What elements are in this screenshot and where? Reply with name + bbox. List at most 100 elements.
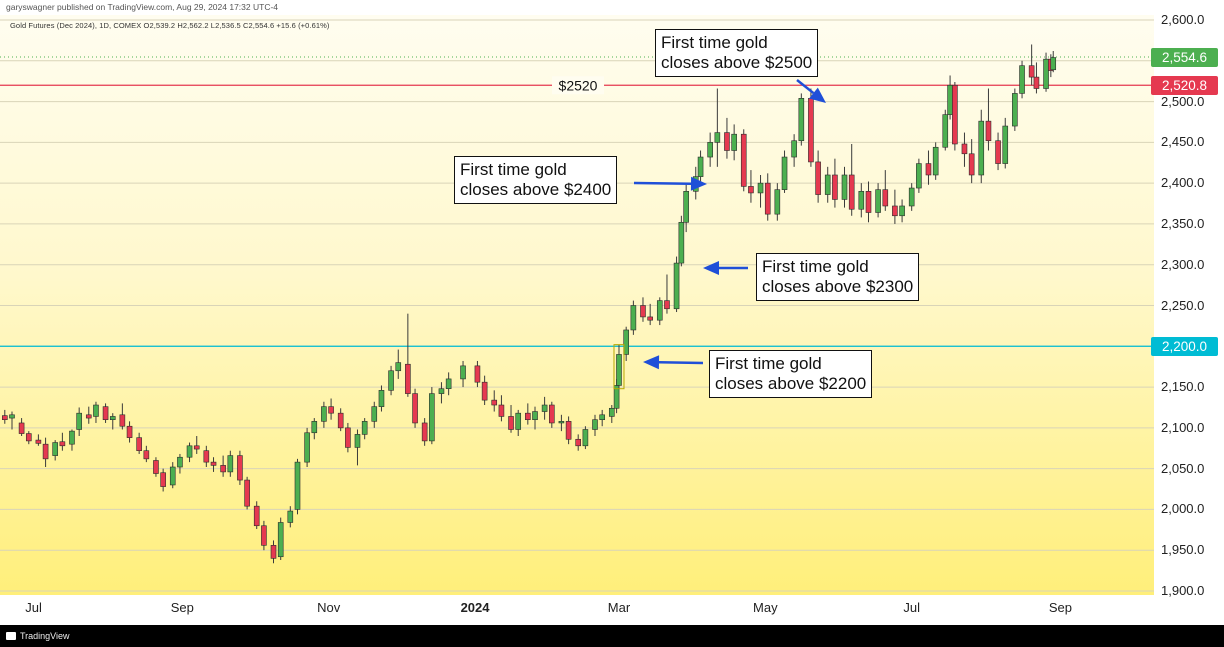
candle-body [227, 455, 234, 473]
candle-body [565, 421, 572, 440]
candle-body [640, 305, 646, 318]
annotation-line1: First time gold [661, 33, 768, 52]
candle-body [42, 443, 49, 460]
price-tag: 2,554.6 [1151, 47, 1218, 67]
candle-body [731, 133, 737, 151]
published-by: garyswagner published on TradingView.com… [0, 0, 1224, 15]
candle-body [824, 174, 831, 195]
time-axis[interactable] [0, 595, 1224, 625]
candle-body [616, 354, 622, 386]
candle-body [508, 416, 514, 430]
candlestick-chart: $2520 [0, 19, 1154, 592]
candle-body [287, 510, 294, 523]
candle-body [388, 370, 394, 391]
candle-body [599, 414, 605, 421]
candle-body [942, 114, 949, 148]
candle-body [541, 404, 548, 412]
footer-brand: TradingView [20, 631, 70, 641]
candle-body [515, 412, 522, 430]
candle-body [664, 300, 670, 310]
candle-body [136, 437, 142, 451]
candle-body [481, 381, 488, 401]
candle-body [395, 362, 402, 372]
price-axis[interactable] [1154, 15, 1224, 595]
candle-body [378, 390, 385, 407]
candle-body [210, 461, 217, 466]
annotation-line1: First time gold [460, 160, 567, 179]
annotation-box: First time gold closes above $2500 [655, 29, 819, 77]
x-tick-label: Jul [903, 600, 920, 615]
candle-body [261, 525, 267, 546]
candle-body [865, 191, 872, 213]
candle-body [673, 262, 680, 310]
annotation-line2: closes above $2400 [460, 180, 612, 199]
candle-body [808, 98, 814, 163]
y-tick-label: 1,950.0 [1161, 542, 1205, 558]
candle-body [1, 415, 8, 421]
candle-body [304, 432, 310, 463]
candle-body [328, 406, 334, 414]
candle-body [371, 406, 378, 422]
x-tick-label: Mar [607, 600, 631, 615]
candle-body [1028, 65, 1035, 78]
candle-body [311, 421, 318, 434]
candle-body [445, 378, 452, 390]
annotation-arrowhead [690, 176, 707, 191]
candle-body [1019, 65, 1025, 94]
instrument-info: Gold Futures (Dec 2024), 1D, COMEX O2,53… [10, 21, 330, 30]
candle-body [815, 161, 821, 195]
candle-body [345, 427, 351, 448]
candle-body [177, 456, 183, 468]
candle-body [109, 416, 116, 420]
x-tick-label: Nov [317, 600, 341, 615]
annotation-line1: First time gold [762, 257, 869, 276]
candle-body [25, 433, 32, 442]
candle-body [592, 419, 598, 430]
annotation-line2: closes above $2200 [715, 374, 867, 393]
candle-body [294, 461, 301, 510]
candle-body [647, 316, 653, 321]
candle-body [220, 465, 226, 473]
candle-body [882, 189, 889, 207]
candle-body [995, 140, 1001, 164]
price-tag: 2,200.0 [1151, 336, 1218, 356]
candle-body [985, 120, 992, 142]
candle-body [848, 174, 855, 210]
candle-body [558, 421, 565, 424]
y-tick-label: 2,500.0 [1161, 93, 1205, 109]
y-tick-label: 2,400.0 [1161, 175, 1205, 191]
candle-body [93, 404, 99, 417]
candle-body [925, 163, 932, 176]
candle-body [18, 422, 25, 434]
candle-body [757, 182, 764, 194]
price-tag: 2,520.8 [1151, 75, 1218, 95]
x-tick-label: Sep [1048, 600, 1072, 615]
chart-plot-area[interactable]: Gold Futures (Dec 2024), 1D, COMEX O2,53… [0, 15, 1154, 595]
y-tick-label: 2,000.0 [1161, 501, 1205, 517]
candle-body [412, 393, 418, 424]
y-tick-label: 2,600.0 [1161, 12, 1205, 27]
candle-body [277, 522, 284, 558]
candle-body [429, 393, 435, 442]
candle-body [1043, 58, 1049, 89]
candle-body [656, 300, 663, 321]
candle-body [764, 182, 771, 215]
candle-body [908, 187, 915, 207]
annotation-arrowhead [643, 355, 660, 370]
candle-body [978, 120, 985, 176]
candle-body [76, 412, 82, 430]
candle-body [354, 434, 361, 448]
candle-body [361, 421, 368, 435]
candle-body [1050, 57, 1057, 71]
candle-body [169, 466, 176, 486]
candle-body [630, 305, 637, 331]
candle-body [724, 132, 730, 151]
candle-body [549, 404, 555, 424]
candle-body [237, 455, 243, 481]
candle-body [916, 163, 922, 189]
annotation-arrowhead [809, 87, 826, 103]
annotation-arrow [633, 181, 692, 186]
annotation-line1: First time gold [715, 354, 822, 373]
candle-body [1002, 125, 1009, 164]
footer-bar: TradingView [0, 625, 1224, 647]
